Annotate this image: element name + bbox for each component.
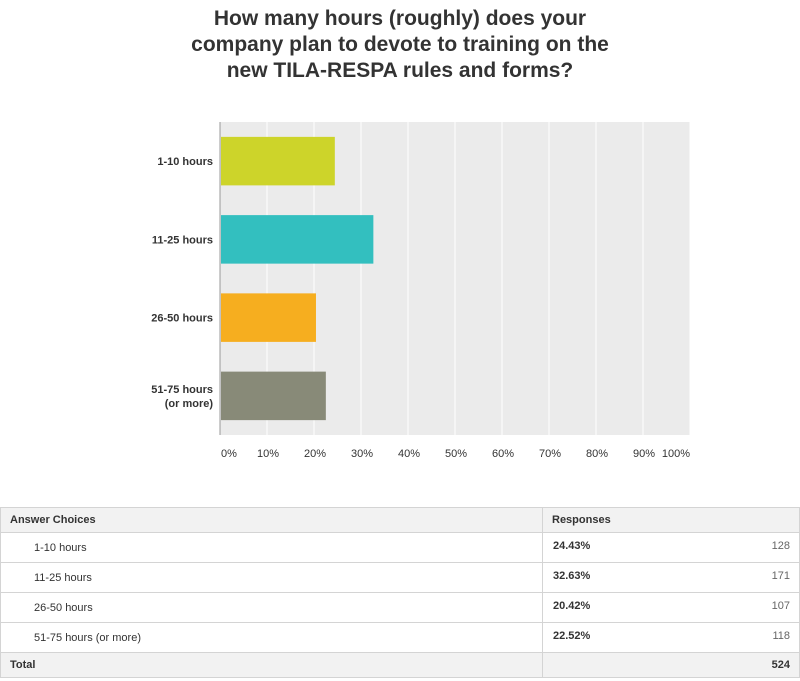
chart-title-line: How many hours (roughly) does your	[213, 7, 587, 30]
row-percent: 32.63%	[553, 570, 591, 582]
row-response: 22.52% 118	[542, 622, 800, 653]
category-label: 11-25 hours	[152, 234, 213, 246]
row-count: 128	[771, 540, 790, 552]
table-row: 11-25 hours 32.63% 171	[0, 562, 800, 593]
total-count-cell: 524	[542, 652, 800, 678]
row-count: 107	[771, 600, 790, 612]
category-label: 26-50 hours	[151, 313, 213, 325]
row-percent: 20.42%	[553, 600, 591, 612]
category-label: 1-10 hours	[157, 156, 213, 168]
responses-table: Answer Choices Responses 1-10 hours 24.4…	[0, 507, 800, 678]
bar	[221, 293, 316, 342]
row-choice: 26-50 hours	[0, 592, 543, 623]
row-choice: 1-10 hours	[0, 532, 543, 563]
table-row: 1-10 hours 24.43% 128	[0, 532, 800, 563]
x-tick-label: 60%	[492, 448, 514, 460]
bar	[221, 371, 326, 421]
chart-title-line: new TILA-RESPA rules and forms?	[226, 59, 574, 82]
row-response: 24.43% 128	[542, 532, 800, 563]
table-row: 51-75 hours (or more) 22.52% 118	[0, 622, 800, 653]
total-count: 524	[771, 659, 790, 671]
x-tick-label: 0%	[221, 448, 237, 460]
row-count: 171	[771, 570, 790, 582]
x-tick-label: 80%	[586, 448, 608, 460]
x-tick-label: 10%	[257, 448, 279, 460]
bar	[221, 136, 335, 186]
x-tick-label: 40%	[398, 448, 420, 460]
total-label: Total	[0, 652, 543, 678]
row-count: 118	[772, 630, 790, 642]
table-header-row: Answer Choices Responses	[0, 507, 800, 533]
header-answer-choices: Answer Choices	[0, 507, 543, 533]
x-tick-label: 70%	[539, 448, 561, 460]
row-percent: 22.52%	[553, 630, 591, 642]
x-tick-label: 50%	[445, 448, 467, 460]
row-choice: 11-25 hours	[0, 562, 543, 593]
x-tick-label: 20%	[304, 448, 326, 460]
table-total-row: Total 524	[0, 652, 800, 678]
bar	[221, 215, 374, 264]
row-response: 20.42% 107	[542, 592, 800, 623]
x-tick-label: 30%	[351, 448, 373, 460]
row-response: 32.63% 171	[542, 562, 800, 593]
x-tick-label: 90%	[633, 448, 655, 460]
row-percent: 24.43%	[553, 540, 591, 552]
category-label: 51-75 hours (or more)	[151, 384, 213, 410]
bar-chart: 0% 10% 20% 30% 40% 50% 60% 70% 80% 90% 100% 1-10 ho…	[151, 122, 691, 460]
x-tick-label: 100%	[662, 448, 690, 460]
table-row: 26-50 hours 20.42% 107	[0, 592, 800, 623]
header-responses: Responses	[542, 507, 800, 533]
row-choice: 51-75 hours (or more)	[0, 622, 543, 653]
chart-title-line: company plan to devote to training on th…	[191, 33, 609, 56]
chart-title: How many hours (roughly) does your compa…	[170, 6, 630, 84]
